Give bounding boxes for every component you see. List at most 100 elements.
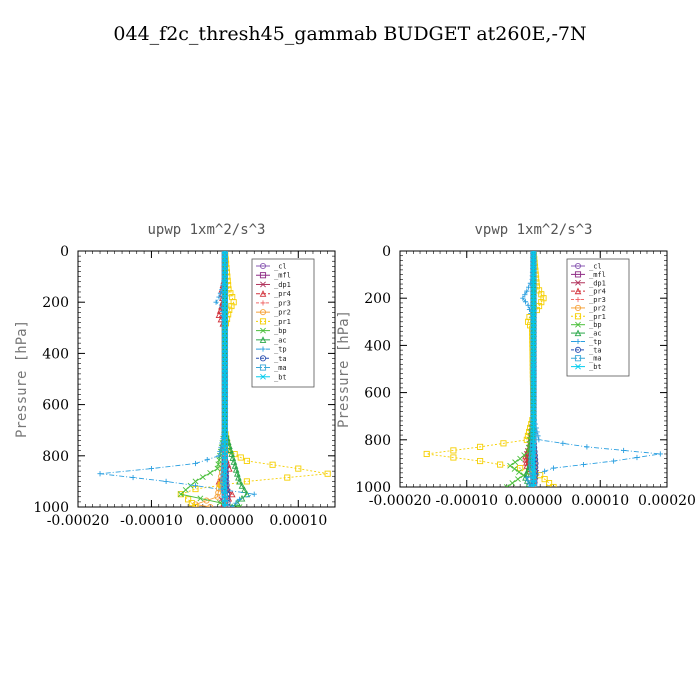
legend-label: _mfl: [274, 272, 291, 280]
panel-title: upwp 1xm^2/s^3: [147, 222, 265, 238]
legend-item: _pr1: [256, 318, 291, 326]
data-point: [477, 443, 484, 450]
data-point: [216, 481, 223, 488]
data-point: [229, 294, 236, 301]
legend-item: _pr2: [571, 304, 606, 312]
legend-marker: [259, 318, 267, 325]
data-point: [236, 477, 243, 485]
data-point: [163, 478, 169, 484]
legend-item: _dp1: [256, 281, 291, 289]
legend-marker: [574, 287, 582, 295]
data-point: [522, 299, 529, 305]
legend-label: _bt: [589, 363, 602, 371]
legend-item: _ta: [256, 355, 287, 363]
legend-label: _ma: [589, 355, 602, 363]
x-tick-label: 0.00020: [638, 493, 696, 509]
legend-label: _pr2: [589, 304, 606, 312]
y-tick-label: 400: [42, 346, 69, 362]
data-point: [229, 504, 235, 507]
legend-marker: [574, 313, 582, 320]
data-point: [216, 453, 222, 459]
data-point: [228, 490, 236, 498]
data-point: [192, 478, 199, 485]
y-tick-label: 0: [382, 244, 391, 260]
y-tick-label: 200: [42, 295, 69, 311]
data-point: [522, 292, 528, 298]
y-tick-label: 600: [42, 398, 69, 414]
legend-label: _ta: [589, 346, 602, 354]
data-point: [527, 484, 533, 487]
data-point: [97, 471, 103, 477]
data-point: [541, 476, 548, 483]
data-point: [284, 474, 291, 481]
legend-label: _pr3: [274, 299, 291, 307]
legend-marker: [575, 296, 581, 303]
data-point: [529, 448, 536, 455]
legend-item: _cl: [571, 263, 602, 271]
legend-marker: [259, 272, 267, 279]
data-point: [522, 452, 529, 460]
legend-item: _ma: [571, 355, 602, 363]
data-point: [584, 444, 590, 450]
data-point: [243, 478, 250, 485]
data-point: [580, 461, 587, 468]
legend-marker: [259, 262, 267, 270]
legend-item: _pr4: [571, 287, 606, 296]
data-point: [207, 503, 214, 507]
data-point: [524, 288, 530, 294]
legend-label: _ac: [589, 330, 602, 338]
panel-upwp: upwp 1xm^2/s^3 -0.00020 -0.00010 0.00000 0.0…: [14, 222, 336, 529]
data-point: [187, 482, 194, 489]
data-point: [233, 500, 239, 506]
legend-marker: [575, 279, 581, 286]
data-point: [269, 461, 276, 468]
data-point: [621, 447, 627, 454]
legend-marker: [260, 327, 266, 334]
data-point: [192, 460, 199, 467]
data-point: [522, 455, 530, 463]
data-point: [512, 459, 519, 466]
y-axis-label: Pressure [hPa]: [14, 320, 30, 438]
legend-marker: [574, 346, 582, 353]
legend-label: _ma: [274, 364, 287, 372]
data-point: [507, 462, 514, 469]
legend-marker: [574, 262, 582, 270]
legend-marker: [574, 355, 582, 362]
data-point: [657, 451, 663, 457]
data-point: [215, 311, 223, 319]
x-tick-label: -0.00020: [47, 513, 110, 529]
y-tick-label: 800: [364, 433, 391, 449]
data-point: [532, 460, 539, 467]
y-tick-label: 400: [364, 338, 391, 354]
data-point: [477, 457, 484, 465]
legend-marker: [575, 338, 581, 345]
legend-label: _pr1: [274, 318, 291, 326]
y-tick-label: 600: [364, 386, 391, 402]
data-point: [241, 486, 248, 493]
data-point: [511, 465, 518, 472]
data-point: [525, 478, 531, 484]
y-axis-label: Pressure [hPa]: [336, 310, 352, 428]
legend-label: _bp: [589, 321, 602, 329]
legend-item: _cl: [256, 263, 287, 271]
x-tick-label: 0.00010: [269, 513, 327, 529]
legend-item: _ta: [571, 346, 602, 354]
data-point: [214, 493, 221, 500]
legend-marker: [260, 281, 266, 288]
legend-label: _bp: [274, 327, 287, 335]
data-point: [177, 491, 184, 498]
data-point: [207, 469, 214, 476]
legend-box: [251, 258, 315, 388]
y-tick-label: 0: [60, 244, 69, 260]
data-point: [560, 440, 566, 446]
data-point: [199, 474, 206, 481]
data-point: [197, 495, 204, 502]
legend-label: _bt: [274, 373, 287, 381]
data-point: [450, 447, 457, 454]
data-point: [237, 454, 244, 461]
data-point: [497, 461, 504, 468]
legend-item: _ac: [571, 329, 602, 338]
legend-marker: [259, 364, 267, 371]
legend-item: _mfl: [256, 272, 291, 280]
